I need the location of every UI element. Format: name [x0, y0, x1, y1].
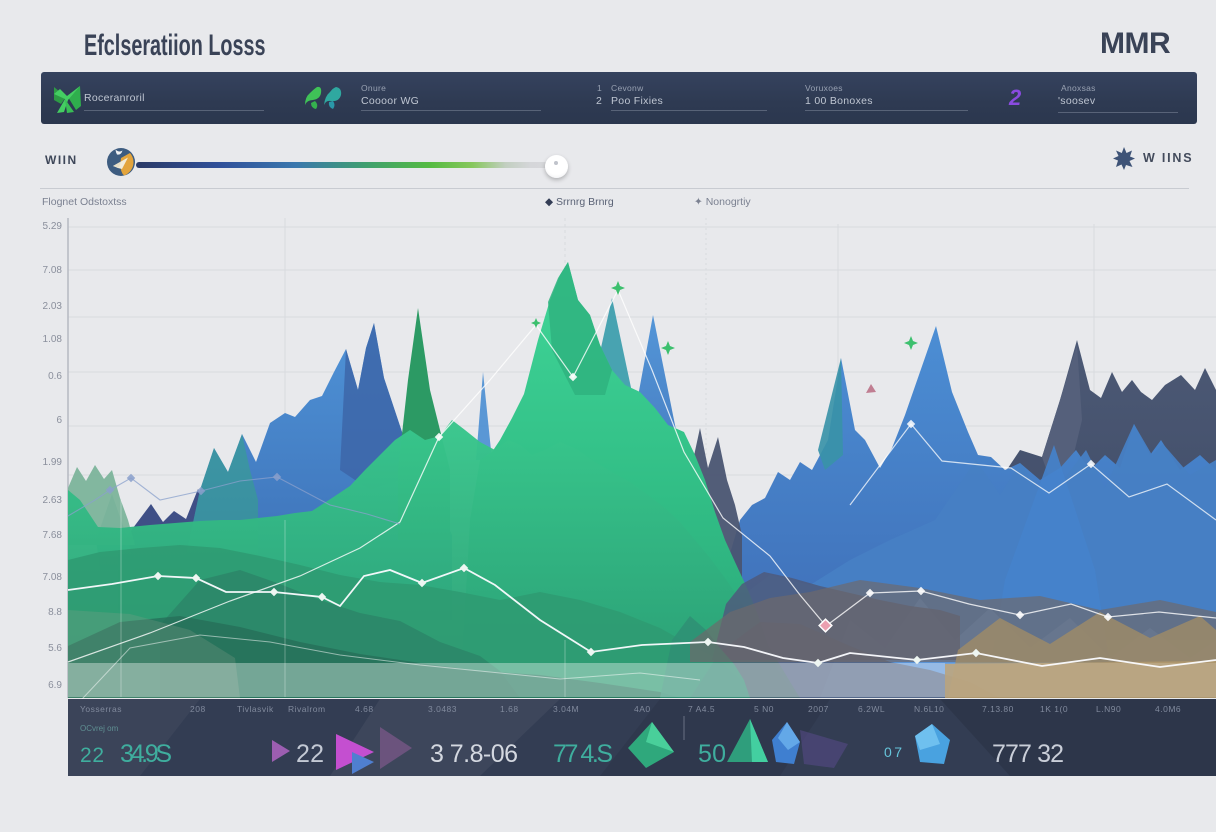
svg-text:22: 22: [80, 744, 104, 767]
svg-text:8.8: 8.8: [48, 607, 62, 618]
svg-text:0.6: 0.6: [48, 371, 62, 382]
svg-text:4.0M6: 4.0M6: [1155, 704, 1181, 714]
svg-text:Rivalrom: Rivalrom: [288, 704, 326, 714]
svg-text:6: 6: [56, 415, 62, 426]
svg-text:OCvrej om: OCvrej om: [80, 724, 119, 733]
svg-text:L.N90: L.N90: [1096, 704, 1121, 714]
svg-text:4.68: 4.68: [355, 704, 374, 714]
svg-text:2.03: 2.03: [43, 301, 63, 312]
svg-text:5.29: 5.29: [43, 221, 63, 232]
svg-text:3.0483: 3.0483: [428, 704, 457, 714]
svg-text:3.04M: 3.04M: [553, 704, 579, 714]
svg-text:22: 22: [296, 740, 324, 768]
svg-text:5 N0: 5 N0: [754, 704, 774, 714]
svg-text:1K 1(0: 1K 1(0: [1040, 704, 1068, 714]
svg-text:2007: 2007: [808, 704, 829, 714]
svg-text:Yosserras: Yosserras: [80, 704, 122, 714]
svg-text:7.13.80: 7.13.80: [982, 704, 1014, 714]
svg-text:7.08: 7.08: [43, 572, 63, 583]
svg-text:3 7.8-06: 3 7.8-06: [430, 740, 518, 768]
svg-text:7.08: 7.08: [43, 265, 63, 276]
svg-text:6.9: 6.9: [48, 680, 62, 691]
svg-text:7.68: 7.68: [43, 530, 63, 541]
svg-text:6.2WL: 6.2WL: [858, 704, 885, 714]
svg-text:4A0: 4A0: [634, 704, 651, 714]
svg-text:N.6L10: N.6L10: [914, 704, 944, 714]
svg-text:50: 50: [698, 740, 726, 768]
svg-text:7 A4.5: 7 A4.5: [688, 704, 715, 714]
svg-text:2.63: 2.63: [43, 495, 63, 506]
svg-text:Tivlasvik: Tivlasvik: [237, 704, 274, 714]
svg-text:1.99: 1.99: [43, 457, 63, 468]
svg-text:34.9S: 34.9S: [120, 740, 172, 768]
svg-text:5.6: 5.6: [48, 643, 62, 654]
svg-text:1.68: 1.68: [500, 704, 519, 714]
svg-text:77 4.S: 77 4.S: [553, 740, 613, 768]
svg-text:777 32: 777 32: [992, 740, 1064, 768]
svg-text:208: 208: [190, 704, 206, 714]
svg-text:1.08: 1.08: [43, 334, 63, 345]
